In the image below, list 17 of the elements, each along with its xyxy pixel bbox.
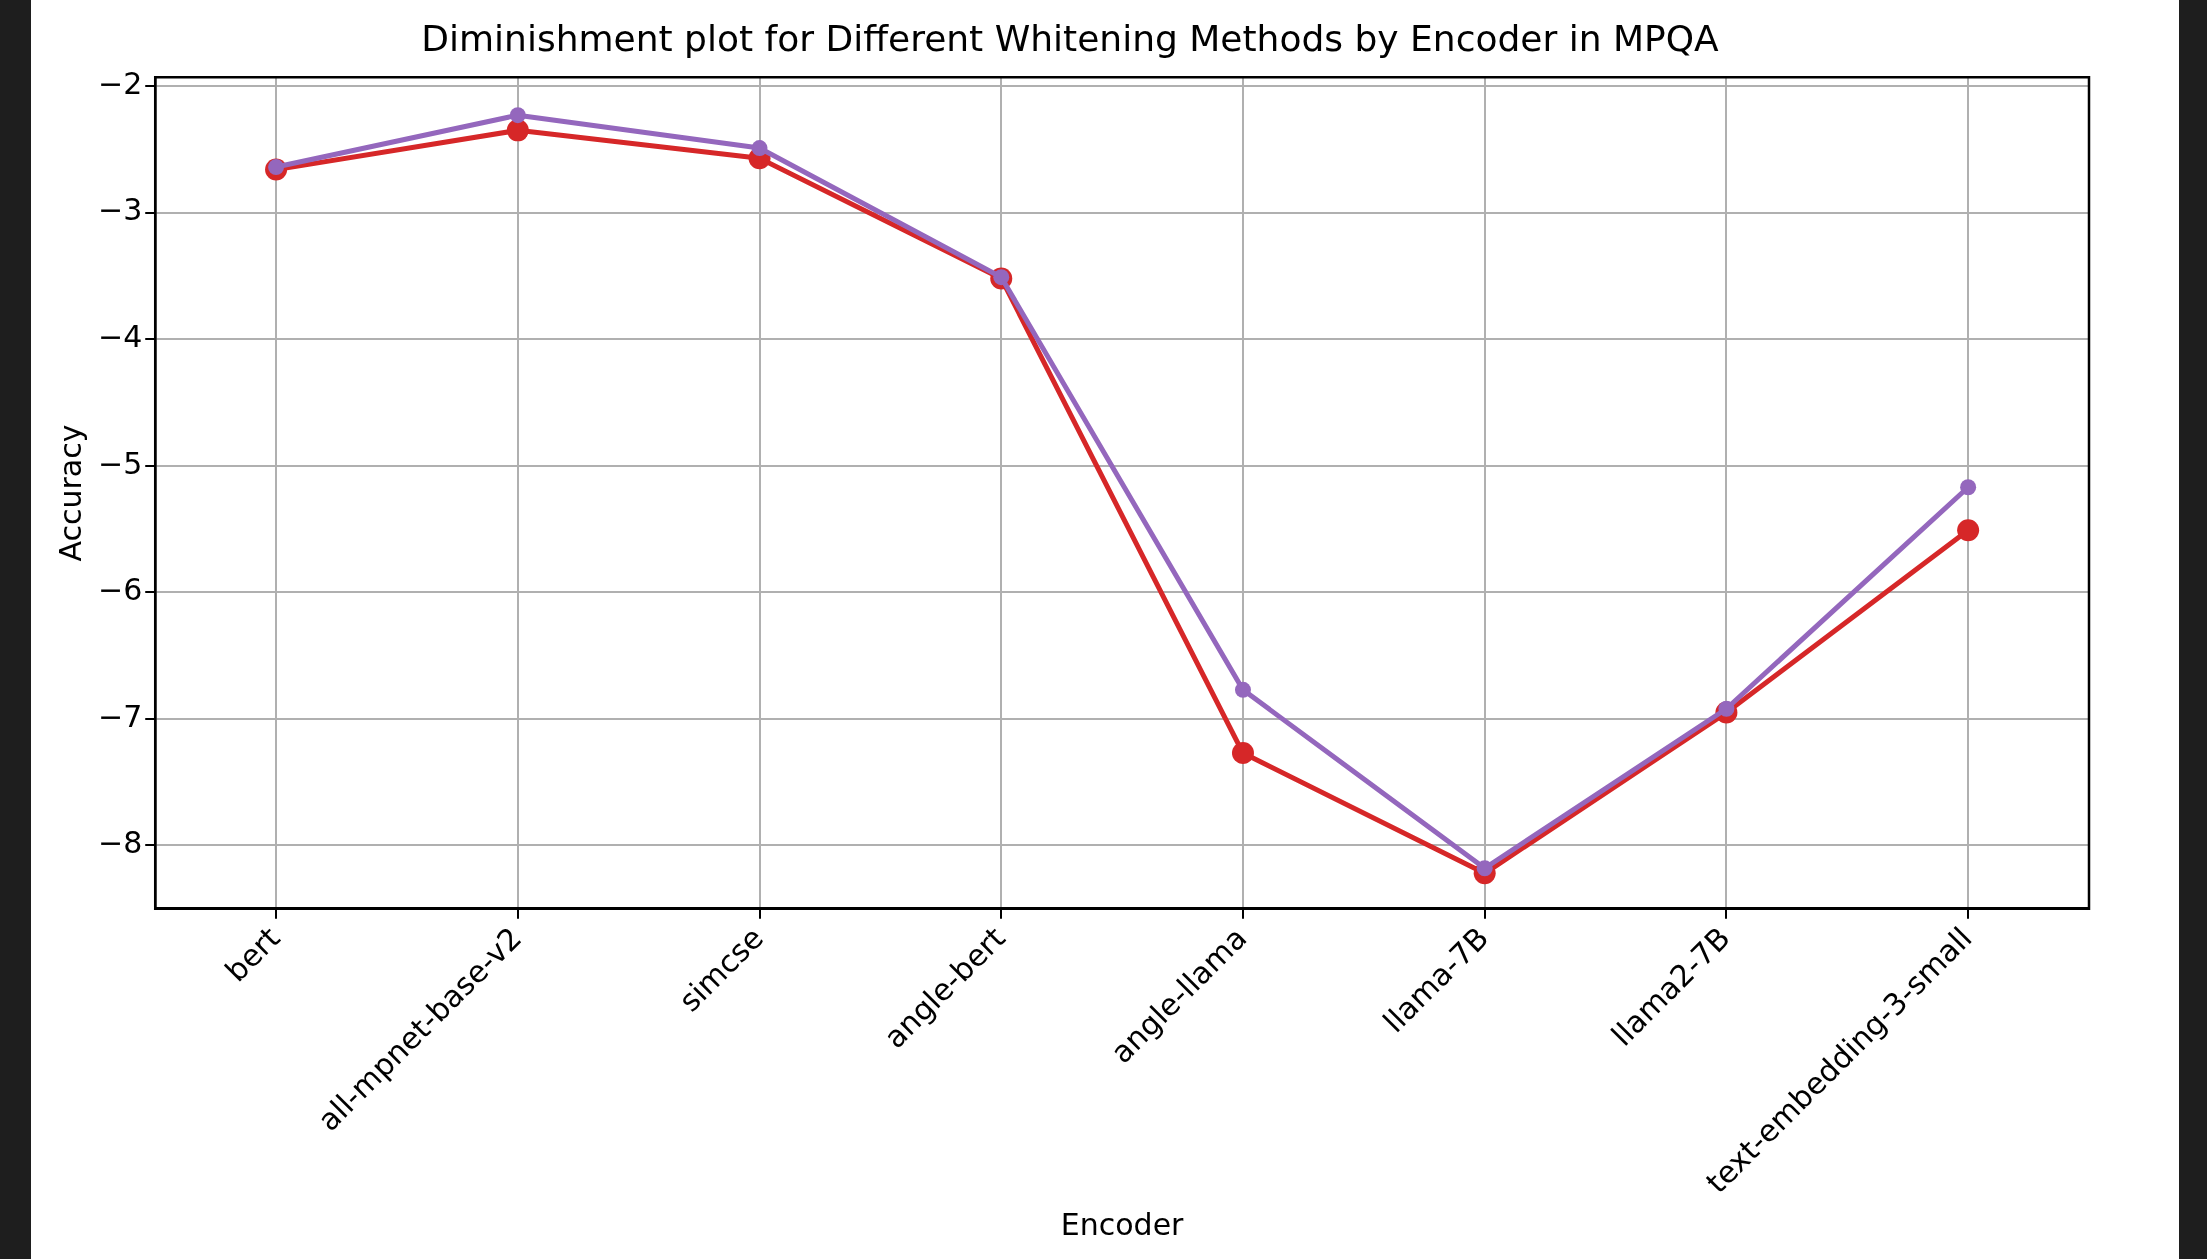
y-tick-label: −8 bbox=[97, 825, 143, 861]
point bbox=[1960, 479, 1977, 496]
y-tick-label: −2 bbox=[97, 65, 143, 101]
x-axis-title: Encoder bbox=[1060, 1206, 1185, 1242]
y-tick-label: −4 bbox=[97, 318, 143, 354]
y-tick-label: −6 bbox=[97, 572, 143, 608]
chart-title: Diminishment plot for Different Whitening Methods by Encoder in MPQA bbox=[421, 17, 1720, 59]
y-tick-label: −5 bbox=[97, 445, 143, 481]
point bbox=[1231, 742, 1254, 765]
y-tick-label: −7 bbox=[97, 698, 143, 734]
point bbox=[751, 140, 768, 157]
y-axis-title: Accuracy bbox=[52, 424, 88, 562]
y-tick-label: −3 bbox=[97, 192, 143, 228]
point bbox=[506, 119, 529, 142]
point bbox=[1957, 519, 1980, 542]
point bbox=[1234, 681, 1251, 698]
point bbox=[509, 107, 526, 124]
